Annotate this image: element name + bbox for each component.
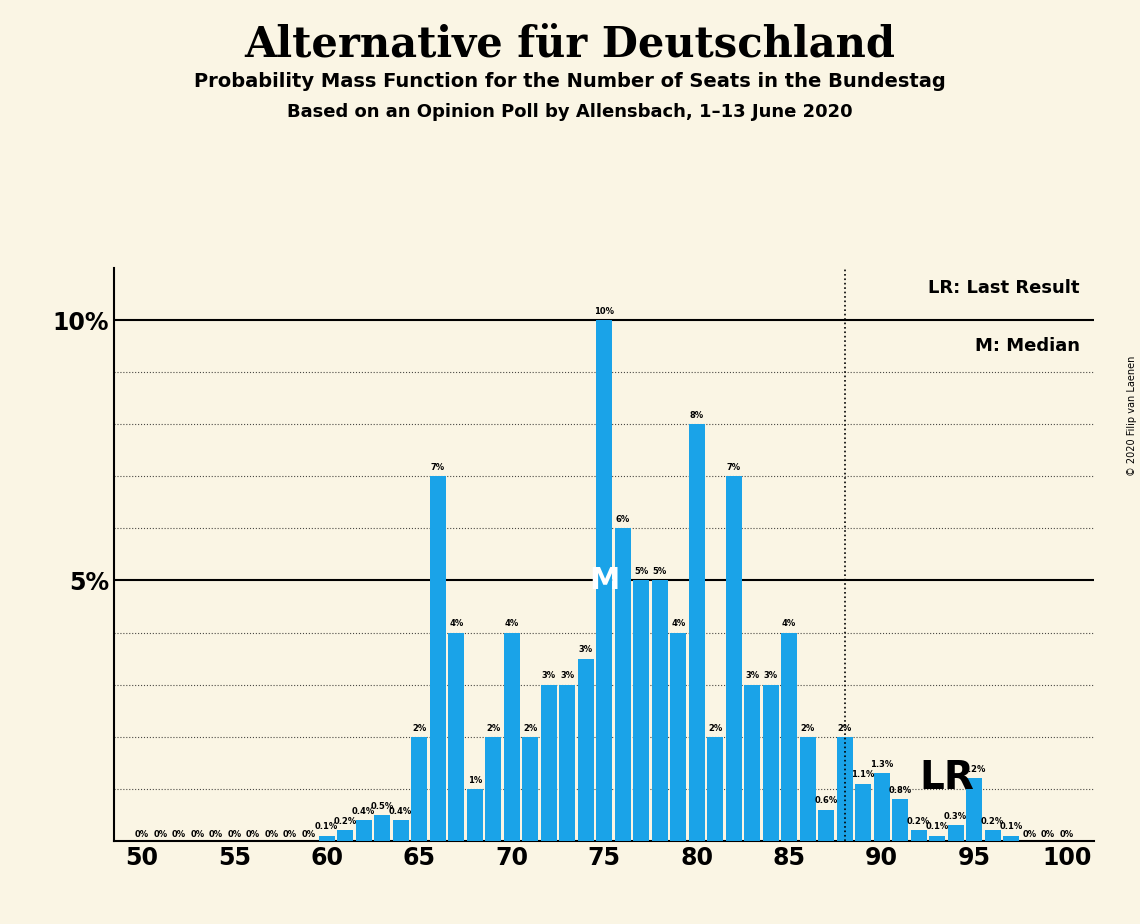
Text: 1.3%: 1.3% [870,760,894,769]
Bar [374,815,390,841]
Text: 0.1%: 0.1% [315,822,339,832]
Text: 0%: 0% [209,830,222,839]
Text: Based on an Opinion Poll by Allensbach, 1–13 June 2020: Based on an Opinion Poll by Allensbach, … [287,103,853,120]
Text: 1.1%: 1.1% [852,771,874,779]
Bar [819,809,834,841]
Text: 2%: 2% [486,723,500,733]
Bar [504,633,520,841]
Bar [855,784,871,841]
Text: 0%: 0% [153,830,168,839]
Text: 2%: 2% [412,723,426,733]
Text: 0.2%: 0.2% [982,817,1004,826]
Bar [837,736,853,841]
Bar [634,580,649,841]
Text: 1.2%: 1.2% [962,765,986,774]
Text: 0.5%: 0.5% [370,802,393,810]
Text: LR: Last Result: LR: Last Result [928,279,1080,298]
Text: 0.1%: 0.1% [926,822,948,832]
Bar [874,773,889,841]
Text: 0%: 0% [246,830,260,839]
Text: 0%: 0% [172,830,186,839]
Text: 4%: 4% [671,619,685,628]
Bar [726,476,741,841]
Text: 3%: 3% [560,672,575,680]
Bar [560,685,575,841]
Text: 0%: 0% [283,830,296,839]
Bar [707,736,723,841]
Text: © 2020 Filip van Laenen: © 2020 Filip van Laenen [1126,356,1137,476]
Text: 6%: 6% [616,516,629,524]
Text: 0.1%: 0.1% [1000,822,1023,832]
Text: 3%: 3% [579,645,593,654]
Text: 7%: 7% [431,463,445,472]
Text: 0%: 0% [301,830,316,839]
Text: 5%: 5% [652,567,667,577]
Text: 0%: 0% [1059,830,1074,839]
Bar [744,685,760,841]
Bar [689,424,705,841]
Bar [781,633,797,841]
Bar [596,320,612,841]
Bar [929,835,945,841]
Bar [319,835,335,841]
Text: 2%: 2% [708,723,723,733]
Text: 0%: 0% [1041,830,1056,839]
Text: 5%: 5% [634,567,649,577]
Bar [467,789,482,841]
Bar [1003,835,1019,841]
Bar [430,476,446,841]
Text: 2%: 2% [800,723,815,733]
Bar [337,831,353,841]
Bar [448,633,464,841]
Text: 8%: 8% [690,411,703,420]
Text: 10%: 10% [594,307,614,316]
Text: 0%: 0% [190,830,204,839]
Bar [985,831,1001,841]
Text: Probability Mass Function for the Number of Seats in the Bundestag: Probability Mass Function for the Number… [194,72,946,91]
Text: 0.6%: 0.6% [815,796,838,806]
Bar [670,633,686,841]
Text: 4%: 4% [782,619,797,628]
Bar [911,831,927,841]
Bar [614,529,630,841]
Text: 0%: 0% [264,830,278,839]
Text: 2%: 2% [523,723,537,733]
Bar [947,825,963,841]
Bar [800,736,815,841]
Text: 0.3%: 0.3% [944,812,967,821]
Text: 3%: 3% [542,672,556,680]
Text: 0.4%: 0.4% [352,807,375,816]
Text: 0.2%: 0.2% [907,817,930,826]
Text: 4%: 4% [449,619,463,628]
Text: Alternative für Deutschland: Alternative für Deutschland [244,23,896,65]
Text: M: M [589,565,619,595]
Text: 0%: 0% [135,830,149,839]
Text: 0.2%: 0.2% [334,817,357,826]
Bar [967,778,982,841]
Bar [393,820,408,841]
Text: 4%: 4% [505,619,519,628]
Bar [578,659,594,841]
Text: 0%: 0% [1023,830,1036,839]
Bar [540,685,556,841]
Text: 0%: 0% [227,830,242,839]
Bar [522,736,538,841]
Text: 2%: 2% [838,723,852,733]
Text: 0.8%: 0.8% [888,786,912,795]
Bar [893,799,909,841]
Text: 3%: 3% [764,672,777,680]
Text: LR: LR [919,760,974,797]
Bar [356,820,372,841]
Text: 0.4%: 0.4% [389,807,413,816]
Bar [486,736,502,841]
Text: 1%: 1% [467,775,482,784]
Text: M: Median: M: Median [975,336,1080,355]
Text: 3%: 3% [746,672,759,680]
Bar [412,736,428,841]
Bar [652,580,668,841]
Bar [763,685,779,841]
Text: 7%: 7% [726,463,741,472]
